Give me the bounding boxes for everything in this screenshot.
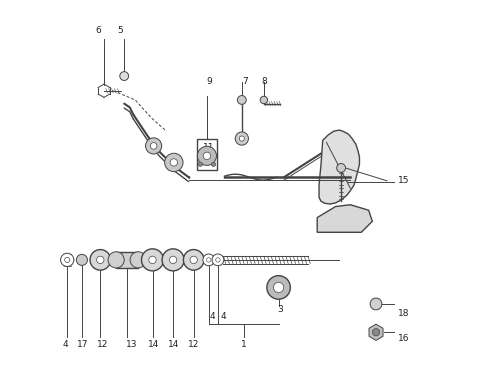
Circle shape (120, 72, 129, 80)
Circle shape (197, 146, 216, 165)
Circle shape (198, 162, 203, 166)
Circle shape (165, 153, 183, 172)
Circle shape (274, 282, 284, 293)
Text: 12: 12 (96, 340, 108, 349)
Bar (197, 138, 217, 170)
Text: 12: 12 (188, 340, 200, 349)
Text: 11: 11 (203, 143, 215, 152)
Polygon shape (319, 130, 360, 204)
Text: 14: 14 (148, 340, 159, 349)
Circle shape (170, 159, 178, 166)
Circle shape (108, 252, 124, 268)
Bar (116, 252, 138, 268)
Circle shape (260, 96, 267, 104)
Circle shape (190, 256, 197, 263)
Circle shape (267, 276, 290, 299)
Text: 3: 3 (277, 305, 283, 314)
Circle shape (60, 253, 74, 266)
Text: 9: 9 (206, 77, 212, 86)
Circle shape (183, 249, 204, 270)
Circle shape (142, 249, 164, 271)
Text: 4: 4 (221, 312, 226, 321)
Text: 15: 15 (398, 176, 409, 185)
Text: 7: 7 (242, 77, 248, 86)
Circle shape (216, 258, 220, 262)
Circle shape (149, 256, 156, 263)
Circle shape (130, 252, 146, 268)
Circle shape (372, 329, 380, 336)
Text: 4: 4 (62, 340, 68, 349)
Circle shape (370, 298, 382, 310)
Circle shape (203, 254, 215, 266)
Circle shape (90, 249, 110, 270)
Circle shape (235, 132, 249, 145)
Text: 18: 18 (398, 308, 409, 318)
Circle shape (336, 163, 346, 172)
Circle shape (206, 258, 211, 262)
Circle shape (145, 138, 162, 154)
Text: 1: 1 (241, 340, 247, 349)
Circle shape (212, 254, 224, 266)
Circle shape (76, 254, 87, 265)
Text: 6: 6 (96, 25, 101, 35)
Circle shape (211, 162, 216, 166)
Text: 14: 14 (168, 340, 180, 349)
Text: 4: 4 (210, 312, 215, 321)
Polygon shape (369, 324, 383, 340)
Circle shape (96, 256, 104, 263)
Circle shape (162, 249, 184, 271)
Circle shape (238, 96, 246, 104)
Text: 5: 5 (118, 25, 123, 35)
Text: 16: 16 (398, 334, 409, 344)
Polygon shape (317, 205, 372, 232)
Circle shape (65, 257, 70, 262)
Text: 17: 17 (77, 340, 88, 349)
Text: 13: 13 (126, 340, 137, 349)
Circle shape (239, 136, 244, 141)
Circle shape (150, 142, 157, 149)
Circle shape (203, 152, 211, 159)
Text: 8: 8 (261, 77, 267, 86)
Circle shape (169, 256, 177, 263)
